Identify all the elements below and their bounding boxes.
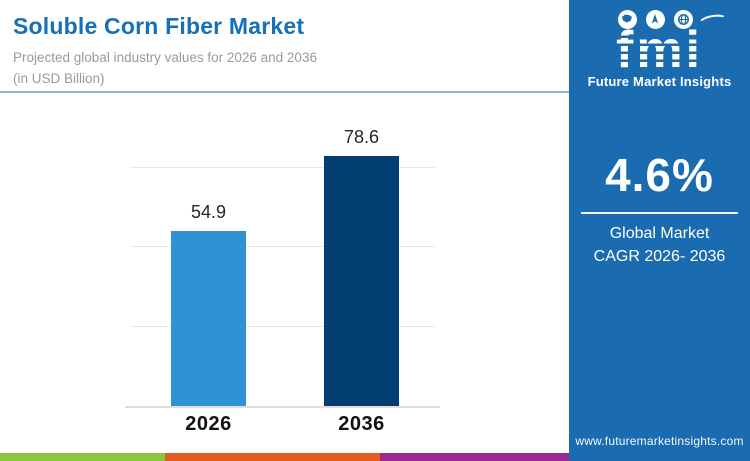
cagr-divider	[581, 212, 738, 214]
website-link[interactable]: www.futuremarketinsights.com	[575, 434, 744, 448]
fmi-logo-text: fmi	[616, 21, 703, 79]
globe-icon	[673, 9, 693, 29]
x-axis-label-2036: 2036	[338, 413, 385, 435]
compass-icon	[645, 9, 665, 29]
chart-panel: Soluble Corn Fiber Market Projected glob…	[0, 13, 569, 435]
map-icon	[617, 9, 637, 29]
bar-group-2036: 78.6	[324, 98, 399, 406]
footer-color-stripe	[0, 453, 750, 461]
chart-header: Soluble Corn Fiber Market Projected glob…	[13, 13, 317, 89]
bar-value-label-2026: 54.9	[190, 202, 227, 223]
fmi-logo-tagline: Future Market Insights	[587, 74, 732, 89]
logo-icons-row	[595, 8, 750, 32]
bar-value-label-2036: 78.6	[343, 127, 380, 148]
stripe-purple-segment	[380, 453, 750, 461]
stripe-green-segment	[0, 453, 165, 461]
chart-subtitle-line1: Projected global industry values for 202…	[13, 50, 317, 65]
header-divider	[0, 91, 569, 93]
cagr-label-line2: CAGR 2026- 2036	[593, 248, 726, 265]
bar-chart-plot-area: 54.9 78.6	[125, 98, 440, 408]
cagr-value: 4.6%	[605, 149, 714, 201]
stripe-orange-segment	[165, 453, 380, 461]
brand-sidebar: fmi Future Market Insights 4.6% Global M…	[569, 0, 750, 461]
bar-2026	[171, 231, 246, 406]
bar-group-2026: 54.9	[171, 98, 246, 406]
fmi-logo-text-wrap: fmi	[612, 21, 707, 79]
cagr-label-line1: Global Market	[609, 225, 710, 242]
x-axis-label-2026: 2026	[185, 413, 232, 435]
page-title: Soluble Corn Fiber Market	[13, 13, 305, 39]
bar-2036	[324, 156, 399, 406]
cagr-block: 4.6% Global Market CAGR 2026- 2036	[569, 148, 750, 268]
chart-subtitle-line2: (in USD Billion)	[13, 71, 105, 86]
fmi-logo: fmi Future Market Insights	[569, 8, 750, 89]
